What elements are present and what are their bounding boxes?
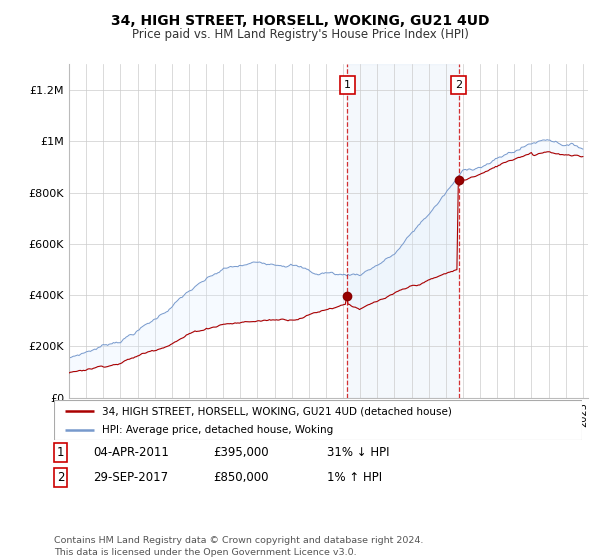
Text: 1: 1 bbox=[344, 80, 351, 90]
Text: HPI: Average price, detached house, Woking: HPI: Average price, detached house, Woki… bbox=[101, 425, 333, 435]
Text: 2: 2 bbox=[455, 80, 462, 90]
Text: 29-SEP-2017: 29-SEP-2017 bbox=[93, 470, 168, 484]
Text: 1: 1 bbox=[57, 446, 65, 459]
Text: 31% ↓ HPI: 31% ↓ HPI bbox=[327, 446, 389, 459]
Text: 2: 2 bbox=[57, 470, 65, 484]
Text: Price paid vs. HM Land Registry's House Price Index (HPI): Price paid vs. HM Land Registry's House … bbox=[131, 28, 469, 41]
Text: £395,000: £395,000 bbox=[213, 446, 269, 459]
Text: £850,000: £850,000 bbox=[213, 470, 269, 484]
Text: 1% ↑ HPI: 1% ↑ HPI bbox=[327, 470, 382, 484]
Text: 04-APR-2011: 04-APR-2011 bbox=[93, 446, 169, 459]
Text: 34, HIGH STREET, HORSELL, WOKING, GU21 4UD (detached house): 34, HIGH STREET, HORSELL, WOKING, GU21 4… bbox=[101, 407, 451, 417]
Text: 34, HIGH STREET, HORSELL, WOKING, GU21 4UD: 34, HIGH STREET, HORSELL, WOKING, GU21 4… bbox=[111, 14, 489, 28]
Bar bbox=[347, 64, 458, 398]
Text: Contains HM Land Registry data © Crown copyright and database right 2024.
This d: Contains HM Land Registry data © Crown c… bbox=[54, 536, 424, 557]
